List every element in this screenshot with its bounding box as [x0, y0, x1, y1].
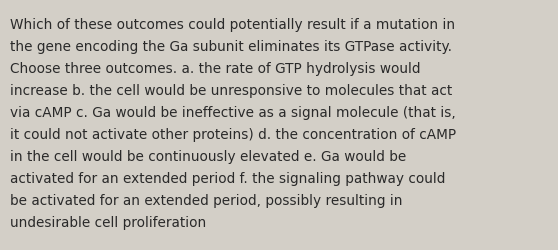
Text: it could not activate other proteins) d. the concentration of cAMP: it could not activate other proteins) d.…: [10, 128, 456, 141]
Text: the gene encoding the Ga subunit eliminates its GTPase activity.: the gene encoding the Ga subunit elimina…: [10, 40, 452, 54]
Text: increase b. the cell would be unresponsive to molecules that act: increase b. the cell would be unresponsi…: [10, 84, 453, 98]
Text: Which of these outcomes could potentially result if a mutation in: Which of these outcomes could potentiall…: [10, 18, 455, 32]
Text: undesirable cell proliferation: undesirable cell proliferation: [10, 216, 206, 230]
Text: in the cell would be continuously elevated e. Ga would be: in the cell would be continuously elevat…: [10, 150, 406, 164]
Text: via cAMP c. Ga would be ineffective as a signal molecule (that is,: via cAMP c. Ga would be ineffective as a…: [10, 106, 456, 120]
Text: be activated for an extended period, possibly resulting in: be activated for an extended period, pos…: [10, 194, 402, 207]
Text: activated for an extended period f. the signaling pathway could: activated for an extended period f. the …: [10, 172, 445, 185]
Text: Choose three outcomes. a. the rate of GTP hydrolysis would: Choose three outcomes. a. the rate of GT…: [10, 62, 421, 76]
